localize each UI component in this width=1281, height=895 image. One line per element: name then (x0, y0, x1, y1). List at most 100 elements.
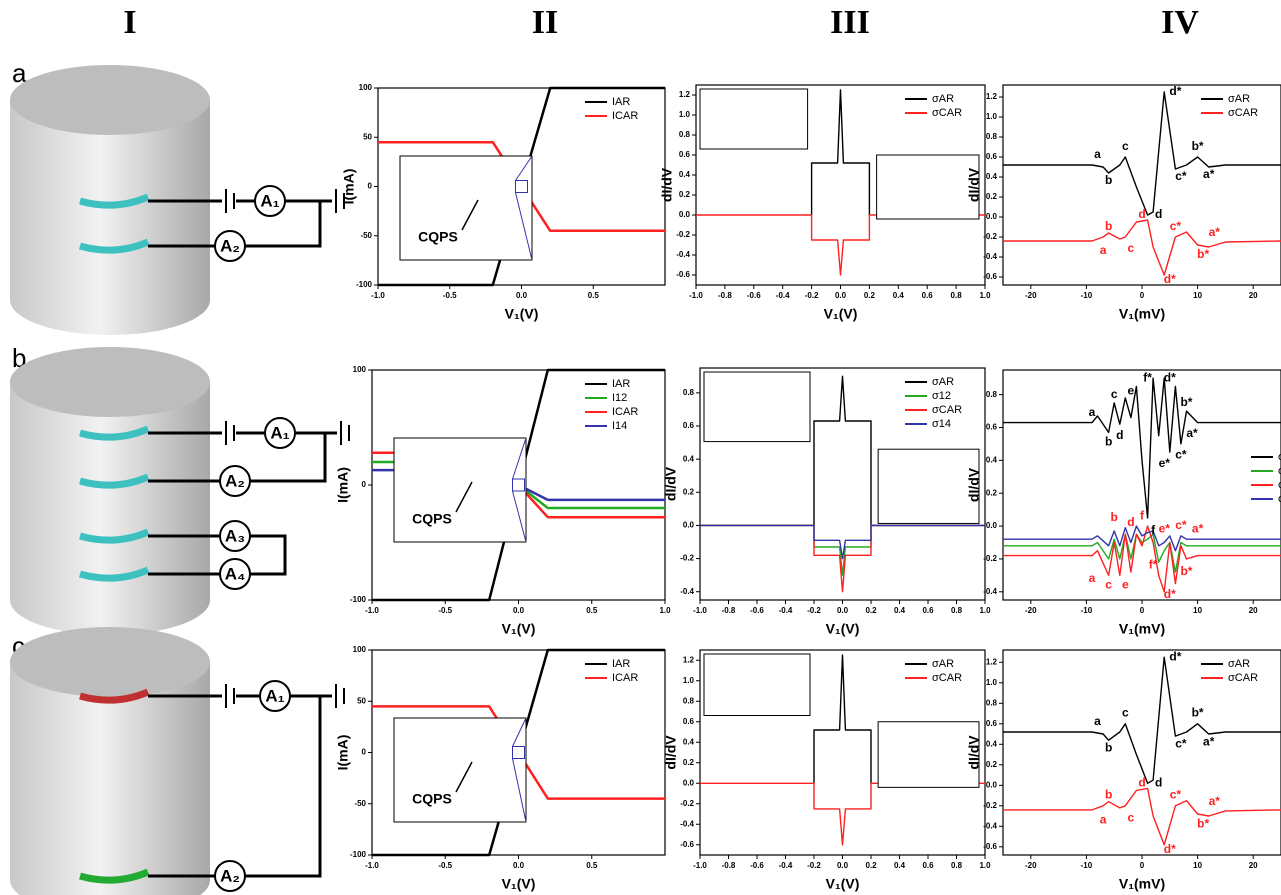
x-tick-label: 0.5 (586, 606, 598, 615)
zoom-box (515, 180, 528, 193)
y-tick-label: 1.0 (986, 112, 998, 121)
inset-frame (393, 437, 527, 543)
series-line (1003, 91, 1281, 216)
column-header: III (830, 4, 870, 41)
inset-arrow (461, 199, 479, 231)
inset-annotation: CQPS (418, 229, 458, 245)
inset-frame (877, 721, 980, 788)
y-tick-label: 100 (353, 365, 367, 374)
series-line (700, 524, 985, 560)
chart: -20 -10 0 10 20 -0.6 -0.4 -0.2 0.0 0.2 0.4 0.6 0.8 1.… (966, 84, 1281, 322)
point-label: c (1128, 241, 1135, 255)
ammeter-label: A₄ (225, 564, 245, 583)
legend-label: σAR (932, 376, 954, 388)
x-tick-label: 0.4 (893, 291, 905, 300)
point-label: c (1111, 387, 1118, 401)
y-tick-label: 0.4 (683, 737, 695, 746)
y-axis-label: I(mA) (335, 735, 351, 771)
point-label: d* (1164, 272, 1176, 286)
point-label: d (1116, 428, 1123, 442)
point-label: b* (1197, 247, 1209, 261)
inset-frame (399, 155, 533, 261)
point-label: b (1105, 219, 1112, 233)
chart: -20 -10 0 10 20 -0.4 -0.2 0.0 0.2 0.4 0.6 0.8 V₁(mV)… (966, 369, 1281, 637)
y-tick-label: 1.0 (986, 678, 998, 687)
y-tick-label: 0.0 (986, 521, 998, 530)
point-label: a* (1186, 426, 1198, 440)
y-tick-label: 0.8 (683, 696, 695, 705)
x-tick-label: 10 (1193, 861, 1202, 870)
point-label: a* (1192, 522, 1204, 536)
y-tick-label: -0.2 (983, 554, 997, 563)
series-line (1003, 787, 1281, 846)
x-tick-label: 20 (1249, 861, 1258, 870)
ammeter (219, 465, 251, 497)
legend-label: I12 (612, 392, 627, 404)
ammeter (219, 558, 251, 590)
electrode (79, 425, 150, 441)
y-tick-label: -0.4 (680, 587, 694, 596)
x-tick-label: -0.4 (776, 291, 790, 300)
point-label: b* (1180, 564, 1192, 578)
point-label: d* (1169, 649, 1181, 663)
inset-frame (877, 448, 980, 524)
point-label: f (1151, 523, 1156, 537)
y-tick-label: 100 (359, 83, 373, 92)
x-tick-label: -10 (1081, 606, 1093, 615)
zoom-line (512, 758, 527, 823)
y-tick-label: -50 (354, 799, 366, 808)
y-tick-label: 0.4 (679, 170, 691, 179)
x-tick-label: -0.2 (805, 291, 819, 300)
x-tick-label: 0.0 (513, 606, 525, 615)
x-tick-label: 0.2 (865, 861, 877, 870)
legend-label: σ12 (932, 390, 951, 402)
point-label: b* (1192, 706, 1204, 720)
inset-annotation: CQPS (412, 511, 452, 527)
ammeter (259, 680, 291, 712)
y-tick-label: 1.2 (683, 655, 695, 664)
x-tick-label: -20 (1025, 291, 1037, 300)
y-tick-label: 0 (362, 480, 367, 489)
point-label: f* (1149, 558, 1158, 572)
x-tick-label: 0.0 (513, 861, 525, 870)
x-tick-label: -0.8 (722, 606, 736, 615)
y-tick-label: -0.2 (983, 232, 997, 241)
legend-label: σAR (1228, 93, 1250, 105)
legend-label: σCAR (932, 107, 962, 119)
point-label: d (1155, 775, 1162, 789)
point-label: b* (1197, 816, 1209, 830)
zoom-line (512, 717, 527, 747)
point-label: c* (1175, 518, 1187, 532)
y-tick-label: 100 (353, 645, 367, 654)
chart: -1.0 -0.5 0.0 0.5 -100 -50 0 50 100 V₁(V) I(mA) CQP… (335, 645, 666, 892)
x-tick-label: -0.2 (807, 606, 821, 615)
point-label: a (1094, 714, 1101, 728)
legend-label: IAR (612, 658, 630, 670)
x-tick-label: -20 (1025, 606, 1037, 615)
y-tick-label: 0.6 (986, 423, 998, 432)
y-tick-label: 1.0 (679, 110, 691, 119)
point-label: f (1140, 508, 1145, 522)
x-tick-label: 0.8 (951, 861, 963, 870)
inset-frame (703, 371, 811, 443)
plot-frame (1002, 369, 1281, 601)
y-tick-label: 0.0 (683, 778, 695, 787)
x-tick-label: 0.8 (951, 291, 963, 300)
y-tick-label: 1.2 (679, 90, 691, 99)
x-tick-label: -0.8 (718, 291, 732, 300)
y-tick-label: 0.2 (986, 192, 998, 201)
x-tick-label: 0.5 (588, 291, 600, 300)
inset-frame (699, 88, 809, 150)
chart: -20 -10 0 10 20 -0.6 -0.4 -0.2 0.0 0.2 0.4 0.6 0.8 1.… (966, 649, 1281, 892)
y-tick-label: 0.8 (986, 698, 998, 707)
inset-frame (876, 154, 980, 220)
x-tick-label: -1.0 (693, 606, 707, 615)
y-axis-label: dI/dV (966, 167, 982, 202)
inset-frame (703, 653, 811, 716)
legend-label: σCAR (1228, 107, 1258, 119)
legend-label: ICAR (612, 672, 638, 684)
chart: -1.0 -0.8 -0.6 -0.4 -0.2 0.0 0.2 0.4 0.6 0.8 1.0 -0… (663, 367, 991, 637)
electrode (79, 528, 150, 544)
inset-annotation: CQPS (412, 791, 452, 807)
x-tick-label: 0.0 (516, 291, 528, 300)
